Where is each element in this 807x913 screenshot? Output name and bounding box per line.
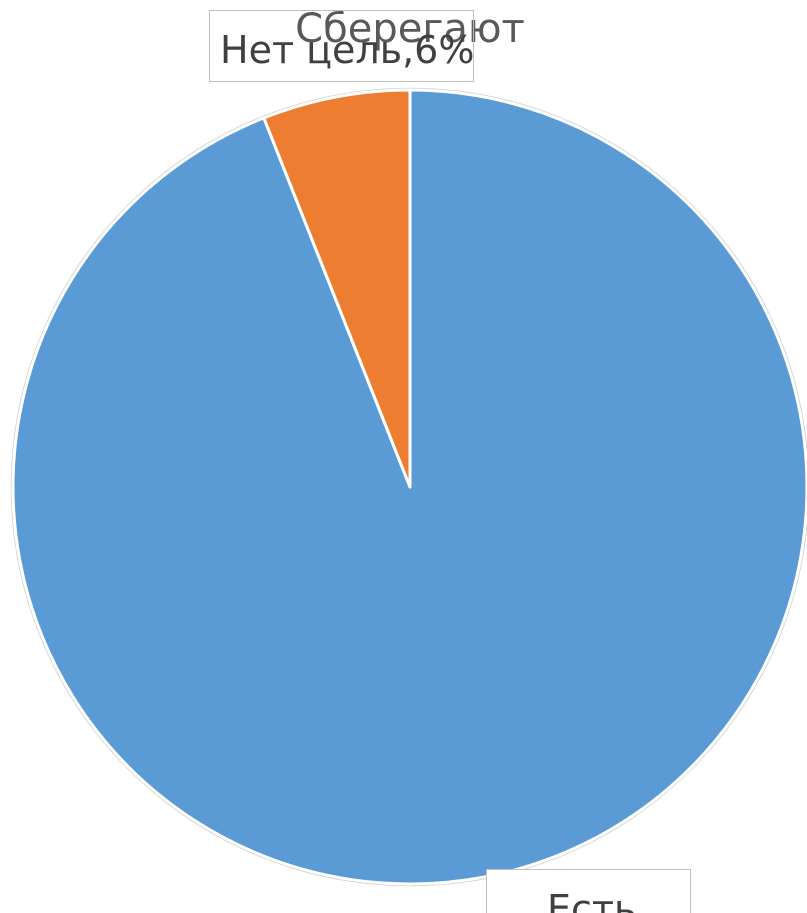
chart-title: Сберегают bbox=[295, 6, 525, 52]
pie-slice-no-goal bbox=[262, 88, 412, 489]
data-label-has-goal: Есть bbox=[486, 869, 691, 913]
data-label-no-goal: Нет цель,6% bbox=[209, 10, 474, 82]
